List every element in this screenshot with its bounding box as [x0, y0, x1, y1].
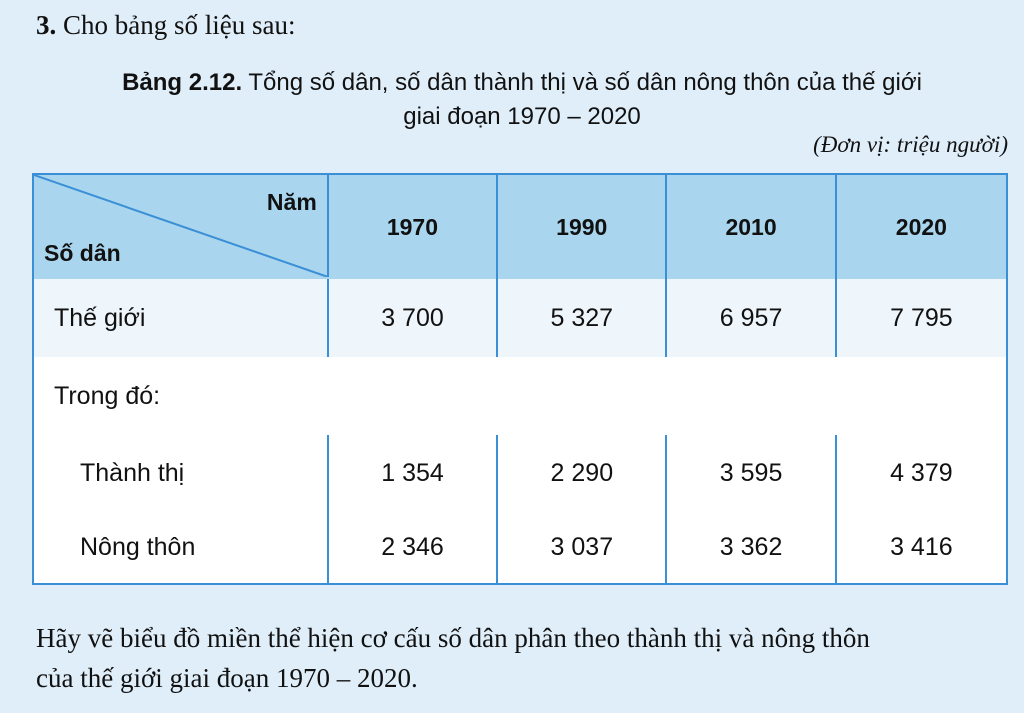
table-caption: Bảng 2.12. Tổng số dân, số dân thành thị… [60, 66, 984, 134]
row-label: Thành thị [34, 435, 329, 511]
year-header: 2010 [667, 175, 837, 279]
table-cell: 3 037 [498, 511, 668, 583]
table-cell: 2 346 [329, 511, 499, 583]
table-cell: 3 362 [667, 511, 837, 583]
corner-cell: Năm Số dân [34, 175, 329, 277]
question-number: 3. [36, 10, 57, 40]
table-cell: 3 700 [329, 279, 499, 357]
table-unit: (Đơn vị: triệu người) [813, 132, 1008, 157]
table-row-urban: Thành thị 1 354 2 290 3 595 4 379 [34, 435, 1006, 513]
task-instruction: Hãy vẽ biểu đồ miền thể hiện cơ cấu số d… [36, 618, 1016, 698]
table-caption-line1: Tổng số dân, số dân thành thị và số dân … [248, 69, 922, 96]
corner-diagonal [34, 175, 329, 277]
table-cell: 3 595 [667, 435, 837, 511]
question-text: Cho bảng số liệu sau: [63, 10, 296, 40]
corner-population-label: Số dân [44, 240, 121, 266]
year-header: 1970 [329, 175, 499, 279]
table-cell: 5 327 [498, 279, 668, 357]
table-row-rural: Nông thôn 2 346 3 037 3 362 3 416 [34, 511, 1006, 583]
corner-year-label: Năm [266, 189, 317, 215]
table-cell: 7 795 [890, 303, 953, 332]
table-row-world: Thế giới 3 700 5 327 6 957 7 795 [34, 279, 1006, 359]
year-header: 1990 [498, 175, 668, 279]
table-cell: 3 416 [890, 532, 953, 561]
task-line2: của thế giới giai đoạn 1970 – 2020. [36, 663, 418, 693]
row-label: Nông thôn [34, 511, 329, 583]
task-line1: Hãy vẽ biểu đồ miền thể hiện cơ cấu số d… [36, 623, 870, 653]
table-cell: 2 290 [498, 435, 668, 511]
row-label: Thế giới [34, 279, 329, 357]
row-label: Trong đó: [54, 381, 161, 410]
population-table: Năm Số dân 1970 1990 2010 2020 Thế giới … [32, 173, 1008, 585]
table-header-row: Năm Số dân 1970 1990 2010 2020 [34, 175, 1006, 281]
table-row-subtitle: Trong đó: [34, 357, 1006, 437]
table-cell: 4 379 [890, 458, 953, 487]
table-cell: 1 354 [329, 435, 499, 511]
table-caption-label: Bảng 2.12. [122, 69, 243, 96]
year-header: 2020 [895, 213, 947, 240]
question-heading: 3. Cho bảng số liệu sau: [36, 10, 295, 41]
table-cell: 6 957 [667, 279, 837, 357]
table-caption-line2: giai đoạn 1970 – 2020 [403, 103, 641, 130]
